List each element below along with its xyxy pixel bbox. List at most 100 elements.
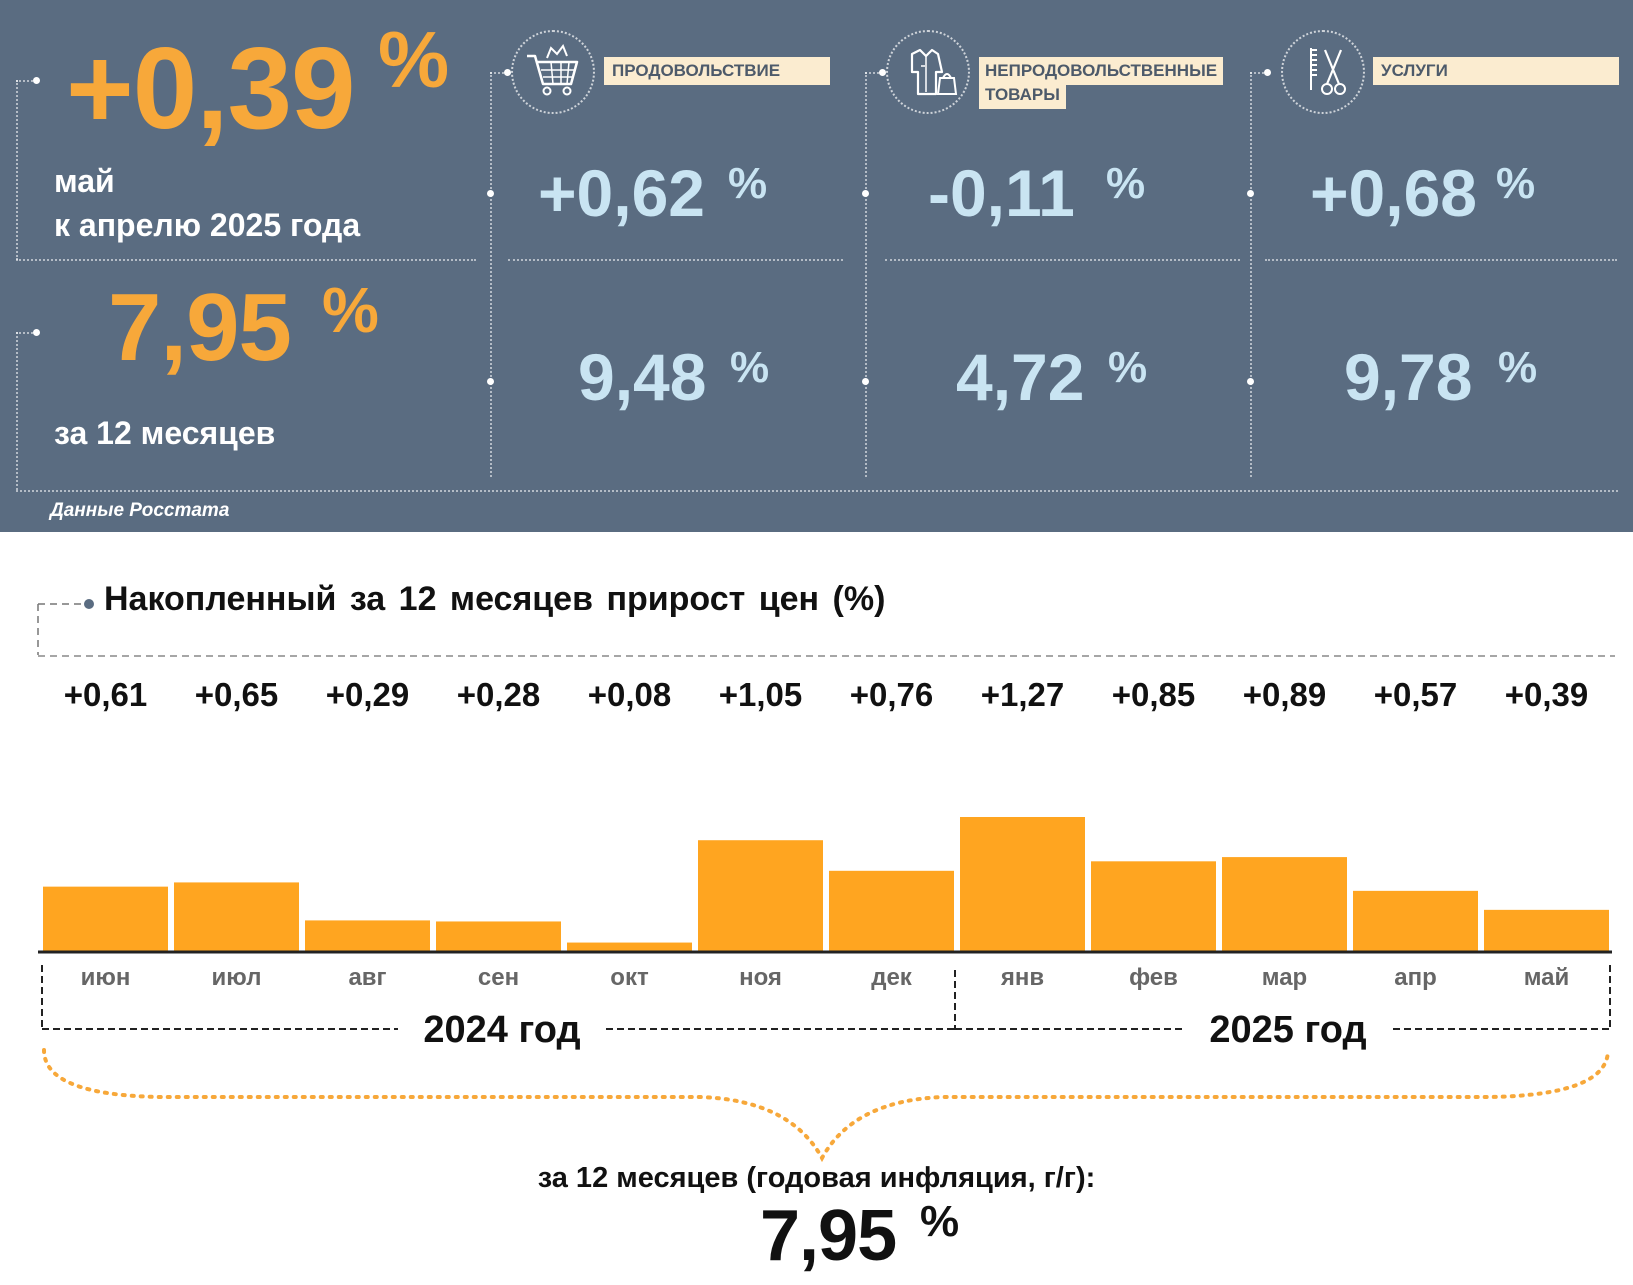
bars: [43, 817, 1609, 951]
category-label-services: УСЛУГИ: [1373, 57, 1619, 85]
frame-line: [1250, 72, 1252, 477]
group-label-2024: 2024 год: [423, 1009, 580, 1051]
value-label-мар: +0,89: [1243, 676, 1327, 713]
frame-dot: [33, 77, 40, 84]
clothing-icon: [886, 30, 970, 114]
month-label-июн: июн: [81, 964, 131, 991]
frame-line: [865, 72, 883, 74]
nonfood-annual-pct: %: [1108, 343, 1148, 392]
frame-line: [865, 72, 867, 477]
bar-июн: [43, 886, 168, 951]
frame-line: [16, 259, 476, 261]
value-label-янв: +1,27: [981, 676, 1065, 713]
bar-июл: [174, 882, 299, 951]
monthly-change-value: +0,39: [66, 23, 356, 153]
shopping-cart-icon: [511, 30, 595, 114]
frame-line: [16, 80, 18, 260]
frame-dot: [1264, 69, 1271, 76]
bar-ноя: [698, 840, 823, 951]
month-label-ноя: ноя: [739, 964, 782, 991]
frame-dot: [504, 69, 511, 76]
chart-title: Накопленный за 12 месяцев прирост цен (%…: [104, 580, 886, 618]
annual-inflation-label: за 12 месяцев (годовая инфляция, г/г):: [537, 1162, 1096, 1194]
frame-dot: [862, 190, 869, 197]
value-label-май: +0,39: [1505, 676, 1589, 713]
month-label-авг: авг: [348, 964, 386, 991]
frame-dot: [879, 69, 886, 76]
bar-янв: [960, 817, 1085, 951]
services-annual-pct: %: [1498, 343, 1538, 392]
monthly-pct-sign: %: [378, 15, 450, 104]
bar-май: [1484, 909, 1609, 951]
month-label-сен: сен: [478, 964, 519, 991]
value-label-сен: +0,28: [457, 676, 541, 713]
value-label-июл: +0,65: [195, 676, 279, 713]
frame-line: [508, 259, 843, 261]
value-label-фев: +0,85: [1112, 676, 1196, 713]
frame-dot: [487, 190, 494, 197]
summary-panel: +0,39 % май к апрелю 2025 года 7,95 % за…: [0, 0, 1633, 532]
frame-line: [16, 490, 1618, 492]
nonfood-monthly-value: -0,11: [928, 156, 1075, 230]
title-frame-line: [37, 603, 82, 655]
bar-окт: [567, 942, 692, 951]
frame-line: [490, 72, 492, 477]
month-label-мар: мар: [1262, 964, 1307, 991]
frame-line: [490, 72, 508, 74]
food-monthly-value: +0,62: [538, 156, 705, 230]
nonfood-annual-value: 4,72: [956, 340, 1085, 414]
frame-dot: [1247, 190, 1254, 197]
bar-фев: [1091, 861, 1216, 951]
monthly-label-line1: май: [54, 163, 115, 199]
frame-dot: [1247, 378, 1254, 385]
frame-dot: [33, 329, 40, 336]
frame-line: [16, 80, 36, 82]
value-labels: +0,61 +0,65 +0,29 +0,28 +0,08 +1,05 +0,76 +1,27…: [64, 676, 1589, 713]
value-label-дек: +0,76: [850, 676, 934, 713]
bar-апр: [1353, 890, 1478, 951]
bar-сен: [436, 921, 561, 951]
month-labels: июн июл авг сен окт ноя дек янв фев мар апр май: [81, 964, 1570, 991]
title-dot: [84, 599, 94, 609]
monthly-label-line2: к апрелю 2025 года: [54, 207, 361, 243]
value-label-ноя: +1,05: [719, 676, 803, 713]
nonfood-monthly-pct: %: [1106, 159, 1146, 208]
category-label-nonfood: НЕПРОДОВОЛЬСТВЕННЫЕ: [979, 57, 1224, 85]
bar-дек: [829, 870, 954, 951]
group-label-2025: 2025 год: [1209, 1009, 1366, 1051]
annual-brace: [42, 1048, 1610, 1163]
month-label-май: май: [1524, 964, 1570, 991]
frame-line: [16, 332, 18, 490]
services-annual-value: 9,78: [1344, 340, 1473, 414]
value-label-июн: +0,61: [64, 676, 148, 713]
frame-line: [1265, 259, 1617, 261]
category-label-nonfood-line2: ТОВАРЫ: [979, 83, 1066, 109]
annual-inflation-value: 7,95: [760, 1196, 897, 1276]
month-label-янв: янв: [1000, 964, 1044, 991]
food-monthly-pct: %: [728, 159, 768, 208]
value-label-окт: +0,08: [588, 676, 672, 713]
month-label-дек: дек: [871, 964, 913, 991]
source-note: Данные Росстата: [50, 500, 230, 521]
frame-dot: [862, 378, 869, 385]
month-label-июл: июл: [212, 964, 262, 991]
value-label-авг: +0,29: [326, 676, 410, 713]
services-monthly-pct: %: [1496, 159, 1536, 208]
category-label-food: ПРОДОВОЛЬСТВИЕ: [604, 57, 830, 85]
annual-change-value: 7,95: [108, 274, 292, 381]
annual-inflation-pct: %: [920, 1197, 960, 1246]
frame-line: [16, 332, 36, 334]
annual-pct-sign: %: [322, 274, 379, 346]
frame-line: [885, 259, 1240, 261]
month-label-окт: окт: [610, 964, 649, 991]
services-monthly-value: +0,68: [1310, 156, 1477, 230]
bar-авг: [305, 920, 430, 951]
food-annual-pct: %: [730, 343, 770, 392]
frame-dot: [487, 378, 494, 385]
value-label-апр: +0,57: [1374, 676, 1458, 713]
month-label-апр: апр: [1394, 964, 1437, 991]
frame-line: [1250, 72, 1268, 74]
month-label-фев: фев: [1129, 964, 1178, 991]
food-annual-value: 9,48: [578, 340, 707, 414]
